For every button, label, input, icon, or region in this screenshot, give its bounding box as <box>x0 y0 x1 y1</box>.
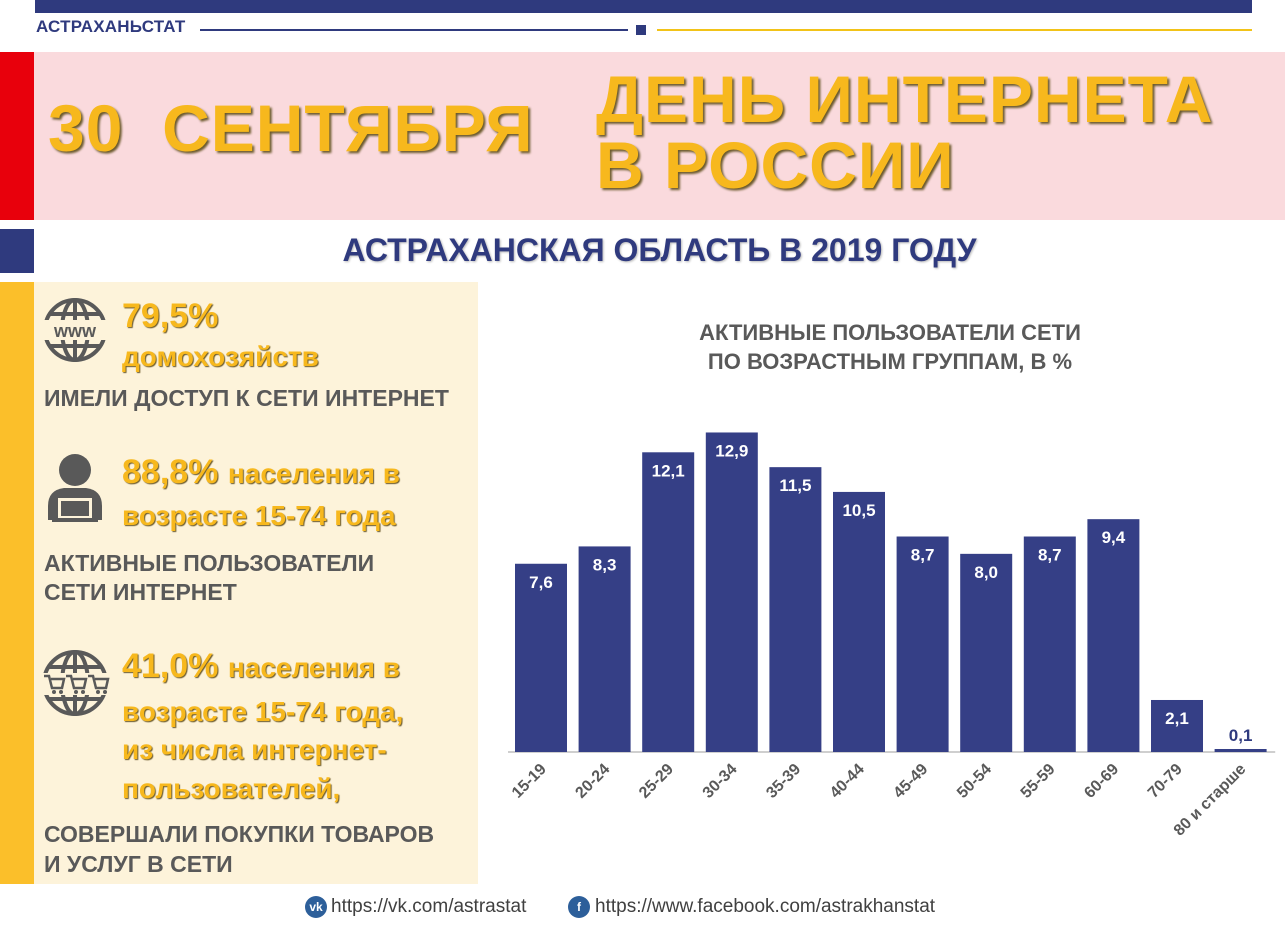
stats-panel <box>34 282 478 884</box>
globe-shopping-cart-icon <box>42 650 110 716</box>
stat3-value-line: 41,0% населения в <box>122 646 400 688</box>
x-tick-label: 15-19 <box>509 761 550 802</box>
bar-value-label: 0,1 <box>1229 726 1253 745</box>
banner <box>34 52 1285 220</box>
x-tick-label: 50-54 <box>954 761 995 802</box>
stat3-value: 41,0% <box>122 647 219 685</box>
bar-55-59 <box>1023 536 1076 752</box>
user-laptop-icon <box>48 454 102 522</box>
bar-25-29 <box>642 452 695 752</box>
bar-value-label: 9,4 <box>1102 528 1126 547</box>
header-rule-square <box>636 25 646 35</box>
facebook-link[interactable]: https://www.facebook.com/astrakhanstat <box>595 896 936 917</box>
stat2-caption-line2: СЕТИ ИНТЕРНЕТ <box>44 579 237 605</box>
org-name: АСТРАХАНЬСТАТ <box>36 17 186 36</box>
x-tick-label: 25-29 <box>636 761 677 802</box>
banner-date: 30 СЕНТЯБРЯ <box>48 91 534 165</box>
stat3-line1: населения в <box>227 652 400 683</box>
bar-value-label: 8,7 <box>911 546 935 565</box>
x-tick-label: 55-59 <box>1018 761 1059 802</box>
bar-80 и старше <box>1214 749 1267 752</box>
banner-holiday-line1: ДЕНЬ ИНТЕРНЕТА <box>596 62 1214 136</box>
stat2-value: 88,8% <box>122 453 219 491</box>
stat1-caption: ИМЕЛИ ДОСТУП К СЕТИ ИНТЕРНЕТ <box>44 385 449 411</box>
x-tick-label: 30-34 <box>700 761 741 802</box>
bar-20-24 <box>578 546 631 752</box>
bar-value-label: 12,9 <box>715 441 748 460</box>
stat1-value: 79,5% <box>122 297 219 335</box>
x-tick-label: 60-69 <box>1081 761 1122 802</box>
header-rule-left <box>200 29 628 31</box>
region-year-subtitle: АСТРАХАНСКАЯ ОБЛАСТЬ В 2019 ГОДУ <box>342 232 977 268</box>
x-tick-label: 35-39 <box>763 761 804 802</box>
stat2-caption-line1: АКТИВНЫЕ ПОЛЬЗОВАТЕЛИ <box>44 550 375 576</box>
bar-40-44 <box>833 491 885 752</box>
stat1-line1: домохозяйств <box>122 341 319 372</box>
stat3-line2: возрасте 15-74 года, <box>122 696 404 727</box>
bar-60-69 <box>1087 519 1140 752</box>
stat3-caption-line2: И УСЛУГ В СЕТИ <box>44 851 233 877</box>
x-tick-label: 70-79 <box>1145 761 1186 802</box>
facebook-icon[interactable]: f <box>568 896 590 918</box>
bar-value-label: 8,3 <box>593 555 617 574</box>
bar-value-label: 2,1 <box>1165 709 1189 728</box>
vk-link[interactable]: https://vk.com/astrastat <box>331 896 527 917</box>
bar-30-34 <box>705 432 758 752</box>
bar-value-label: 8,7 <box>1038 546 1062 565</box>
stat3-caption-line1: СОВЕРШАЛИ ПОКУПКИ ТОВАРОВ <box>44 821 435 847</box>
chart-title: АКТИВНЫЕ ПОЛЬЗОВАТЕЛИ СЕТИ ПО ВОЗРАСТНЫМ… <box>585 318 1195 376</box>
x-tick-label: 45-49 <box>890 761 931 802</box>
banner-holiday-line2: В РОССИИ <box>596 128 955 202</box>
panel-yellow-stripe <box>0 282 34 884</box>
x-tick-label: 20-24 <box>572 761 613 802</box>
bar-35-39 <box>769 467 822 752</box>
x-tick-label: 40-44 <box>827 761 868 802</box>
bar-70-79 <box>1151 699 1203 752</box>
subtitle-blue-stripe <box>0 229 34 273</box>
header-rule-right <box>657 29 1252 31</box>
bar-value-label: 12,1 <box>652 461 685 480</box>
stat2-line2: возрасте 15-74 года <box>122 500 396 531</box>
bar-45-49 <box>896 536 949 752</box>
bar-50-54 <box>960 553 1013 752</box>
bar-value-label: 11,5 <box>779 476 811 495</box>
www-globe-icon: www <box>43 298 107 362</box>
vk-icon[interactable]: vk <box>305 896 327 918</box>
bar-value-label: 8,0 <box>974 563 998 582</box>
bar-value-label: 7,6 <box>529 573 553 592</box>
chart-title-line2: ПО ВОЗРАСТНЫМ ГРУППАМ, В % <box>707 349 1073 374</box>
svg-text:www: www <box>53 321 97 341</box>
stat3-line3: из числа интернет- <box>122 734 387 765</box>
bar-value-label: 10,5 <box>842 501 875 520</box>
stat2-value-line: 88,8% населения в <box>122 452 400 494</box>
stat2-line1: населения в <box>227 458 400 489</box>
top-bar <box>35 0 1252 13</box>
banner-red-stripe <box>0 52 34 220</box>
chart-title-line1: АКТИВНЫЕ ПОЛЬЗОВАТЕЛИ СЕТИ <box>699 320 1081 345</box>
bar-15-19 <box>515 563 567 752</box>
stat3-line4: пользователей, <box>122 773 341 804</box>
